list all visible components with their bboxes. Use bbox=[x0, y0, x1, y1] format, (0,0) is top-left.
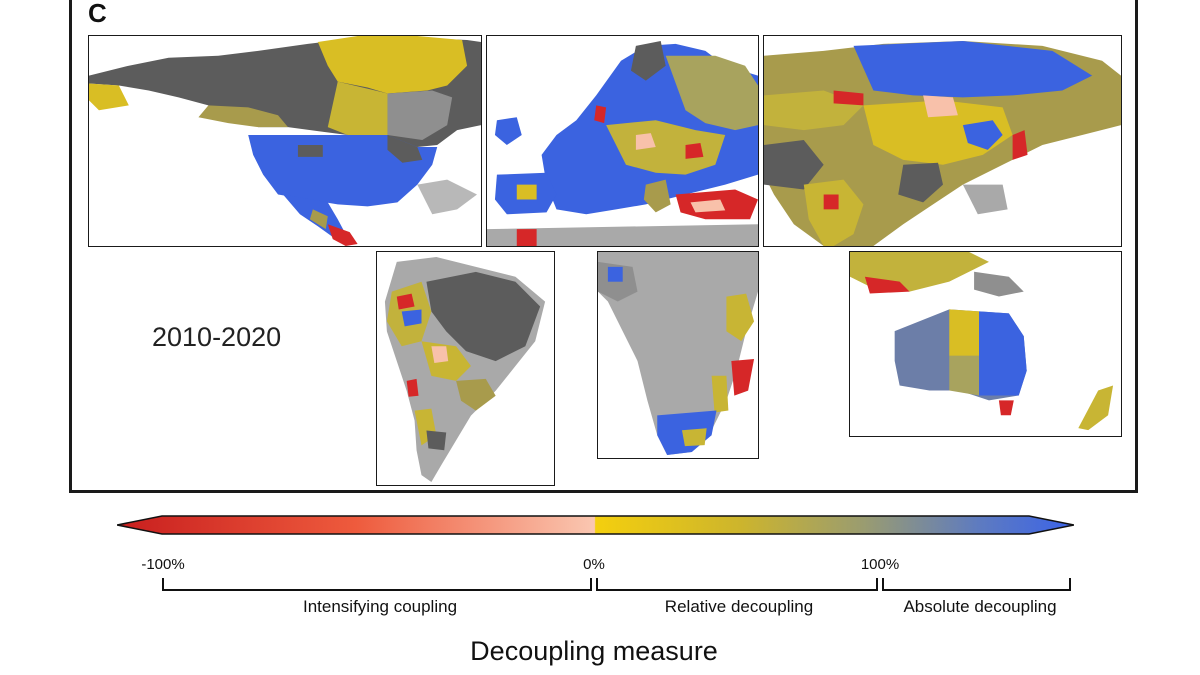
panel-label: C bbox=[88, 0, 107, 28]
bracket-absolute bbox=[882, 578, 1071, 591]
oceania-svg bbox=[850, 252, 1114, 431]
bracket-intensifying bbox=[162, 578, 592, 591]
tick-minus-100: -100% bbox=[141, 556, 185, 573]
south-america-svg bbox=[384, 256, 546, 483]
colorbar bbox=[116, 515, 1075, 539]
label-intensifying-coupling: Intensifying coupling bbox=[302, 597, 458, 616]
map-north-america bbox=[88, 35, 482, 247]
north-america-svg bbox=[89, 36, 481, 246]
map-south-america bbox=[376, 251, 555, 486]
tick-zero: 0% bbox=[583, 556, 605, 573]
map-europe bbox=[486, 35, 759, 247]
legend-brackets bbox=[162, 578, 1071, 591]
period-label: 2010-2020 bbox=[152, 322, 282, 352]
bracket-relative bbox=[596, 578, 878, 591]
colorbar-title: Decoupling measure bbox=[470, 636, 718, 666]
europe-svg bbox=[487, 40, 758, 246]
colorbar-svg bbox=[116, 515, 1075, 535]
colorbar-gradient bbox=[116, 515, 1075, 535]
map-oceania bbox=[849, 251, 1122, 437]
map-africa bbox=[597, 251, 759, 459]
africa-svg bbox=[598, 252, 758, 456]
label-relative-decoupling: Relative decoupling bbox=[664, 597, 814, 616]
asia-svg bbox=[764, 40, 1121, 246]
map-asia bbox=[763, 35, 1122, 247]
tick-plus-100: 100% bbox=[860, 556, 900, 573]
label-absolute-decoupling: Absolute decoupling bbox=[903, 597, 1057, 616]
